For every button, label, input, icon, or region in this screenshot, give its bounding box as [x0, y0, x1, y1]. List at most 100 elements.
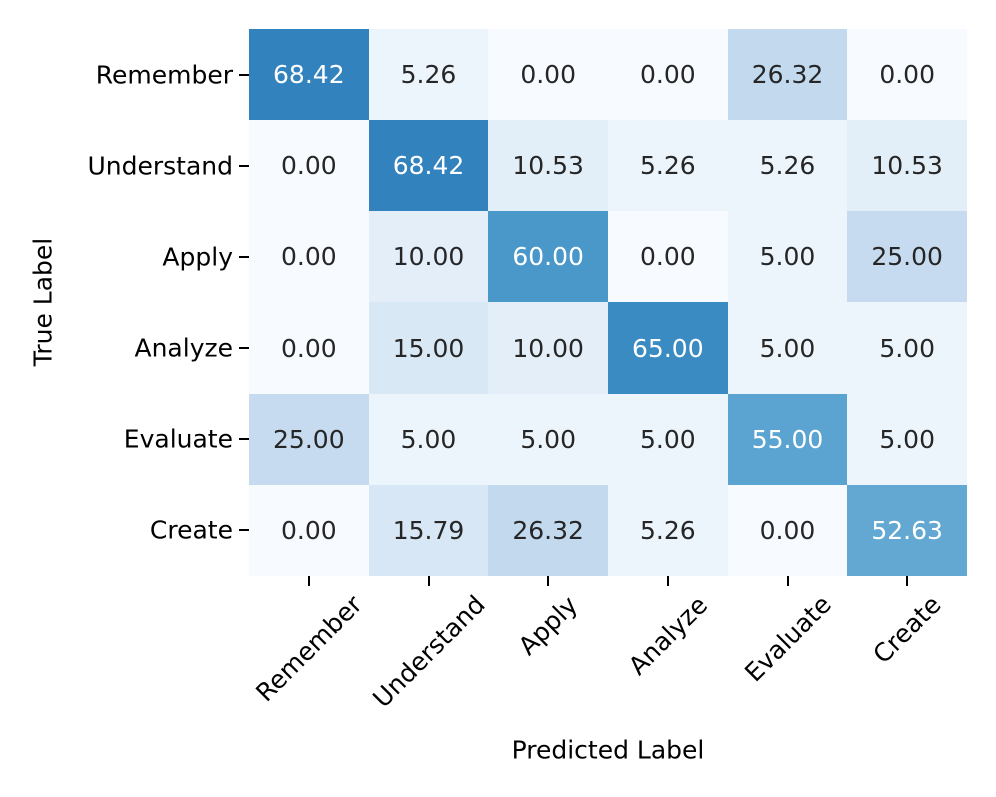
heatmap-cell: 0.00 — [249, 211, 369, 303]
cell-value: 26.32 — [751, 60, 824, 90]
y-tick-label: Evaluate — [123, 424, 233, 454]
heatmap-cell: 26.32 — [727, 29, 848, 121]
x-tick-mark — [906, 576, 909, 586]
cell-value: 5.00 — [759, 242, 816, 272]
heatmap-cell: 55.00 — [727, 393, 848, 485]
x-tick-mark — [307, 576, 310, 586]
heatmap-cell: 10.00 — [488, 302, 608, 394]
y-tick-mark — [239, 73, 249, 76]
heatmap-cell: 5.26 — [368, 29, 489, 121]
heatmap-cell: 0.00 — [488, 29, 608, 121]
heatmap-cell: 25.00 — [847, 211, 967, 303]
x-tick-label: Evaluate — [738, 589, 837, 688]
x-tick-mark — [427, 576, 430, 586]
cell-value: 65.00 — [632, 333, 704, 363]
x-tick-mark — [786, 576, 789, 586]
cell-value: 0.00 — [280, 333, 337, 363]
y-tick-label: Analyze — [134, 333, 233, 363]
cell-value: 10.53 — [512, 151, 584, 181]
heatmap-cell: 5.00 — [368, 393, 489, 485]
heatmap-cell: 65.00 — [607, 302, 728, 394]
cell-value: 68.42 — [392, 151, 465, 181]
cell-value: 5.26 — [759, 151, 816, 181]
cell-value: 0.00 — [759, 515, 816, 545]
cell-value: 5.26 — [639, 151, 696, 181]
heatmap-cell: 0.00 — [249, 120, 369, 212]
cell-value: 0.00 — [639, 242, 696, 272]
cell-value: 0.00 — [879, 60, 935, 90]
y-tick-label: Apply — [162, 242, 233, 272]
cell-value: 25.00 — [273, 424, 345, 454]
cell-value: 52.63 — [871, 515, 943, 545]
heatmap-cell: 0.00 — [607, 29, 728, 121]
heatmap-cell: 0.00 — [727, 484, 848, 576]
y-tick-mark — [239, 255, 249, 258]
cell-value: 15.00 — [392, 333, 465, 363]
cell-value: 60.00 — [512, 242, 584, 272]
x-tick-label: Remember — [250, 589, 368, 708]
cell-value: 5.26 — [400, 60, 457, 90]
cell-value: 0.00 — [520, 60, 576, 90]
cell-value: 5.00 — [879, 333, 935, 363]
cell-value: 55.00 — [751, 424, 824, 454]
heatmap-cell: 15.00 — [368, 302, 489, 394]
y-axis-label: True Label — [28, 237, 58, 367]
heatmap-grid: 68.42 5.26 0.00 0.00 26.32 0.00 0.00 68.42 10.53… — [249, 29, 967, 576]
cell-value: 15.79 — [392, 515, 465, 545]
cell-value: 5.26 — [639, 515, 696, 545]
cell-value: 0.00 — [639, 60, 696, 90]
heatmap-cell: 60.00 — [488, 211, 608, 303]
x-tick-mark — [547, 576, 550, 586]
cell-value: 5.00 — [759, 333, 816, 363]
y-tick-mark — [239, 438, 249, 441]
x-tick-mark — [666, 576, 669, 586]
x-tick-label: Apply — [512, 590, 584, 661]
x-tick-label: Analyze — [622, 590, 713, 681]
heatmap-cell: 5.00 — [847, 393, 967, 485]
cell-value: 0.00 — [280, 151, 337, 181]
heatmap-cell: 15.79 — [368, 484, 489, 576]
heatmap-cell: 52.63 — [847, 484, 967, 576]
cell-value: 5.00 — [879, 424, 935, 454]
heatmap-cell: 5.00 — [727, 211, 848, 303]
y-tick-label: Remember — [95, 60, 233, 90]
heatmap-cell: 5.00 — [607, 393, 728, 485]
heatmap-cell: 5.00 — [847, 302, 967, 394]
cell-value: 10.00 — [392, 242, 465, 272]
heatmap-cell: 25.00 — [249, 393, 369, 485]
heatmap-cell: 5.00 — [727, 302, 848, 394]
heatmap-cell: 0.00 — [249, 302, 369, 394]
cell-value: 5.00 — [520, 424, 576, 454]
cell-value: 0.00 — [280, 242, 337, 272]
heatmap-cell: 26.32 — [488, 484, 608, 576]
cell-value: 10.00 — [512, 333, 584, 363]
y-tick-mark — [239, 529, 249, 532]
y-tick-label: Create — [149, 515, 233, 545]
heatmap-cell: 68.42 — [249, 29, 369, 121]
heatmap-cell: 5.26 — [607, 484, 728, 576]
cell-value: 68.42 — [273, 60, 345, 90]
x-axis-label: Predicted Label — [511, 735, 705, 765]
heatmap-cell: 5.26 — [727, 120, 848, 212]
heatmap-cell: 10.00 — [368, 211, 489, 303]
heatmap-cell: 0.00 — [249, 484, 369, 576]
heatmap-cell: 0.00 — [847, 29, 967, 121]
y-tick-mark — [239, 347, 249, 350]
y-tick-mark — [239, 164, 249, 167]
cell-value: 10.53 — [871, 151, 943, 181]
cell-value: 26.32 — [512, 515, 584, 545]
heatmap-cell: 5.00 — [488, 393, 608, 485]
x-tick-label: Understand — [366, 590, 491, 714]
cell-value: 25.00 — [871, 242, 943, 272]
heatmap-cell: 5.26 — [607, 120, 728, 212]
heatmap-cell: 10.53 — [847, 120, 967, 212]
cell-value: 0.00 — [280, 515, 337, 545]
cell-value: 5.00 — [639, 424, 696, 454]
cell-value: 5.00 — [400, 424, 457, 454]
x-tick-label: Create — [867, 589, 947, 670]
heatmap-cell: 68.42 — [368, 120, 489, 212]
heatmap-cell: 0.00 — [607, 211, 728, 303]
y-tick-label: Understand — [87, 151, 233, 181]
heatmap-cell: 10.53 — [488, 120, 608, 212]
